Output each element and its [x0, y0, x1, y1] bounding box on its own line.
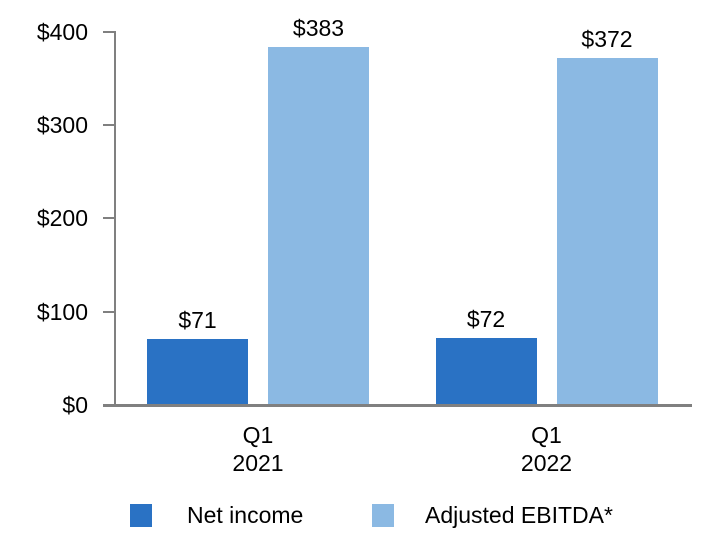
- legend-swatch-adjusted-ebitda: [372, 504, 394, 527]
- y-tick: [103, 310, 116, 313]
- legend-label: Net income: [187, 502, 304, 528]
- y-tick-label: $400: [36, 18, 88, 45]
- x-category-label: Q1 2022: [462, 421, 632, 477]
- y-tick: [103, 123, 116, 126]
- x-category-label-line: 2021: [232, 450, 284, 476]
- bar-adjusted-ebitda-0: [268, 47, 369, 404]
- bar-adjusted-ebitda-1: [556, 57, 658, 404]
- legend-swatch-net-income: [130, 504, 152, 527]
- bar-net-income-1: [435, 337, 537, 404]
- y-tick-label: $200: [36, 205, 88, 232]
- bar-value-label: $383: [292, 15, 345, 42]
- y-tick: [103, 404, 116, 406]
- bar-value-label: $372: [581, 25, 633, 52]
- y-tick: [103, 217, 116, 220]
- x-category-label: Q1 2021: [173, 421, 343, 477]
- x-category-label-line: Q1: [242, 422, 274, 448]
- bar-value-label: $72: [466, 305, 506, 332]
- y-tick-label: $100: [36, 298, 88, 325]
- y-tick: [103, 30, 116, 33]
- y-tick-label: $0: [62, 392, 88, 418]
- x-category-label-line: 2022: [520, 450, 573, 476]
- bar-value-label: $71: [178, 306, 217, 333]
- x-axis-line: [103, 404, 692, 407]
- legend-label: Adjusted EBITDA*: [425, 502, 613, 528]
- y-tick-label: $300: [36, 111, 88, 138]
- x-category-label-line: Q1: [531, 422, 562, 448]
- bar-net-income-0: [147, 338, 248, 404]
